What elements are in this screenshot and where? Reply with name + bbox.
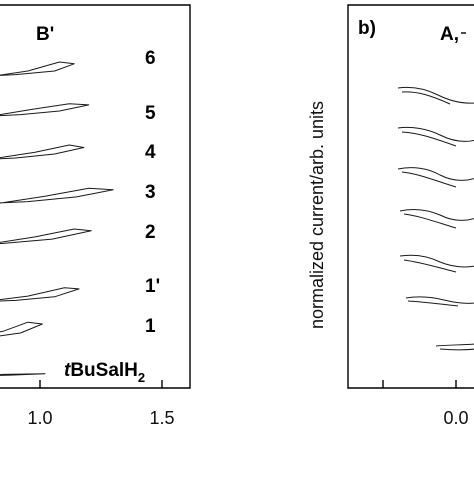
- panel-b-traces: [397, 86, 474, 351]
- panel-a-title: B': [36, 24, 54, 45]
- series-label-1: 1: [145, 316, 156, 337]
- panel-a-frame: [0, 4, 191, 389]
- panel-b-trace-3: [399, 209, 474, 229]
- trace-6: [0, 61, 75, 76]
- series-label-1p: 1': [145, 276, 160, 297]
- series-label-2: 2: [145, 222, 156, 243]
- x-tick-label-1-0: 1.0: [27, 408, 52, 428]
- panel-b: b) A, normalized current/arb. units 0.0: [307, 4, 474, 428]
- trace-tbusalh2: [0, 373, 46, 376]
- panel-b-title: A,: [440, 24, 459, 45]
- panel-b-x-tick-label-0-0: 0.0: [443, 408, 468, 428]
- panel-a-traces: [0, 61, 114, 376]
- series-label-5: 5: [145, 103, 156, 124]
- trace-5: [0, 103, 90, 117]
- panel-b-trace-2: [399, 254, 474, 273]
- series-label-tbusalh2-sub: 2: [138, 370, 145, 385]
- x-tick-label-1-5: 1.5: [149, 408, 174, 428]
- trace-3: [0, 187, 114, 204]
- panel-b-letter: b): [358, 18, 376, 39]
- trace-1: [0, 287, 80, 302]
- series-label-3: 3: [145, 182, 156, 203]
- trace-4: [0, 144, 85, 160]
- series-label-4: 4: [145, 142, 156, 163]
- trace-2: [0, 228, 92, 245]
- panel-a: B' 6 5 4 3 2 1' 1 tBuSalH2 1.0 1.5: [0, 4, 191, 428]
- series-label-tbusalh2: tBuSalH2: [64, 360, 145, 385]
- panel-b-trace-6: [397, 86, 474, 105]
- series-label-tbusalh2-prefix: t: [64, 360, 71, 381]
- series-label-tbusalh2-main: BuSalH: [70, 360, 138, 381]
- series-label-6: 6: [145, 48, 156, 69]
- panel-b-ylabel: normalized current/arb. units: [307, 101, 327, 329]
- panel-b-trace-1: [435, 343, 474, 351]
- panel-b-frame: [347, 4, 474, 389]
- panel-b-trace-5: [397, 126, 474, 147]
- panel-b-trace-1p: [405, 296, 474, 307]
- trace-1: [0, 321, 43, 337]
- panel-b-trace-4: [397, 167, 474, 188]
